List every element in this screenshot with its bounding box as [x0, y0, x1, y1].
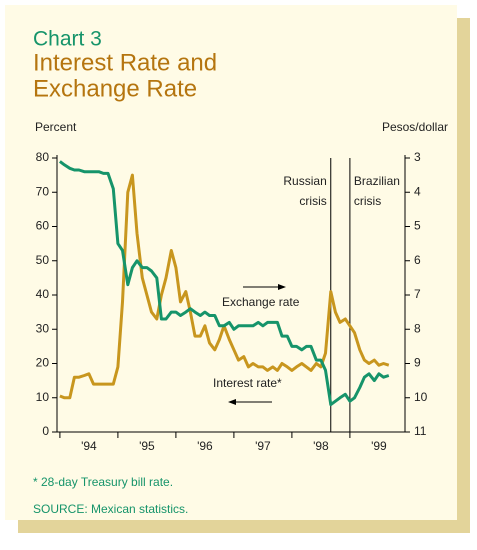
y-tick-label: 40 [36, 287, 50, 301]
y2-tick-label: 8 [414, 321, 421, 335]
y-tick-label: 30 [36, 321, 50, 335]
y2-axis-label: Pesos/dollar [382, 120, 448, 134]
y-tick-label: 60 [36, 219, 50, 233]
x-tick-label: '95 [139, 439, 155, 453]
series-label: Interest rate* [213, 376, 282, 390]
x-tick-label: '96 [197, 439, 213, 453]
y-tick-label: 70 [36, 184, 50, 198]
event-label: crisis [354, 194, 381, 208]
y2-tick-label: 10 [414, 390, 428, 404]
arrow-head [228, 399, 236, 405]
chart-kicker: Chart 3 [33, 28, 102, 51]
y-tick-label: 80 [36, 150, 50, 164]
series-label: Exchange rate [222, 295, 300, 309]
x-tick-label: '99 [371, 439, 387, 453]
chart-title: Exchange Rate [33, 75, 197, 102]
source: SOURCE: Mexican statistics. [33, 502, 188, 516]
event-label: Brazilian [354, 174, 400, 188]
y-axis-label: Percent [35, 120, 77, 134]
x-tick-label: '98 [313, 439, 329, 453]
y2-tick-label: 7 [414, 287, 421, 301]
y-tick-label: 20 [36, 356, 50, 370]
x-tick-label: '97 [255, 439, 271, 453]
y-tick-label: 50 [36, 253, 50, 267]
y2-tick-label: 3 [414, 150, 421, 164]
card [5, 5, 457, 520]
arrow-head [278, 284, 286, 290]
x-tick-label: '94 [81, 439, 97, 453]
y-tick-label: 0 [42, 424, 49, 438]
y2-tick-label: 11 [414, 424, 427, 438]
y2-tick-label: 4 [414, 184, 421, 198]
footnote: * 28-day Treasury bill rate. [33, 475, 173, 489]
chart-title: Interest Rate and [33, 49, 217, 76]
y2-tick-label: 5 [414, 219, 421, 233]
y-tick-label: 10 [36, 390, 50, 404]
y2-tick-label: 6 [414, 253, 421, 267]
event-label: Russian [283, 174, 326, 188]
y2-tick-label: 9 [414, 356, 421, 370]
event-label: crisis [299, 194, 326, 208]
series-line [58, 160, 390, 407]
